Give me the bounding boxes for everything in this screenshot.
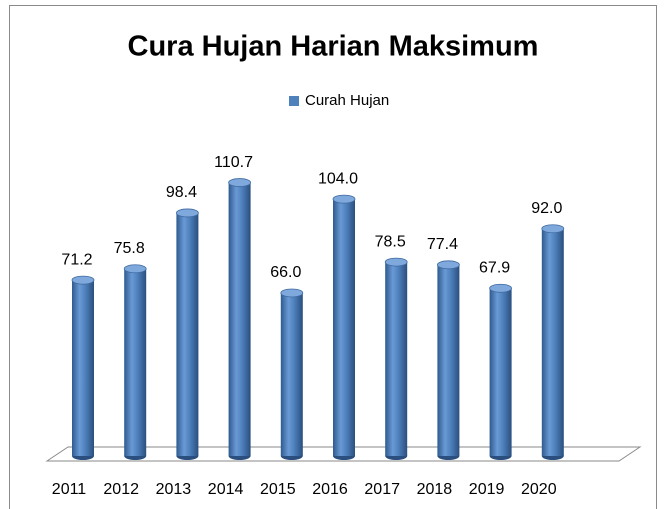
bar-top (384, 257, 408, 267)
bar-top (332, 194, 356, 204)
data-label: 104.0 (318, 170, 358, 187)
data-label: 98.4 (166, 184, 197, 201)
bar (541, 228, 564, 456)
data-label: 78.5 (375, 233, 406, 250)
bar-top (280, 288, 304, 298)
bar (72, 280, 94, 456)
bar-top (489, 283, 513, 293)
chart-title: Cura Hujan Harian Maksimum (128, 31, 539, 63)
x-tick-label: 2016 (312, 481, 348, 498)
bar (489, 288, 512, 456)
x-tick-label: 2018 (417, 481, 453, 498)
data-label: 77.4 (427, 236, 458, 253)
data-label: 75.8 (114, 240, 145, 257)
data-label: 66.0 (270, 264, 301, 281)
bar-top (541, 224, 565, 234)
x-tick-label: 2013 (156, 481, 192, 498)
x-tick-label: 2015 (260, 481, 296, 498)
legend-label: Curah Hujan (305, 92, 389, 109)
bar-top (123, 264, 147, 274)
bar-top (436, 260, 460, 270)
bar (385, 262, 408, 456)
data-label: 110.7 (214, 154, 253, 171)
x-tick-label: 2020 (521, 481, 557, 498)
data-label: 92.0 (531, 200, 562, 217)
bar-top (228, 178, 252, 187)
x-tick-label: 2011 (52, 481, 87, 498)
x-tick-label: 2014 (208, 481, 244, 498)
legend-swatch (289, 96, 299, 106)
data-label: 67.9 (479, 260, 510, 277)
bar-top (175, 208, 199, 218)
x-tick-label: 2019 (469, 481, 505, 498)
bar-top (71, 275, 95, 285)
x-tick-label: 2017 (364, 481, 400, 498)
bar (228, 182, 251, 457)
x-tick-label: 2012 (103, 481, 139, 498)
bar (124, 268, 147, 456)
frame (9, 5, 657, 509)
data-label: 71.2 (61, 251, 92, 268)
bar (333, 199, 355, 456)
bar (280, 292, 303, 456)
bar (176, 212, 199, 456)
bar (437, 264, 460, 456)
